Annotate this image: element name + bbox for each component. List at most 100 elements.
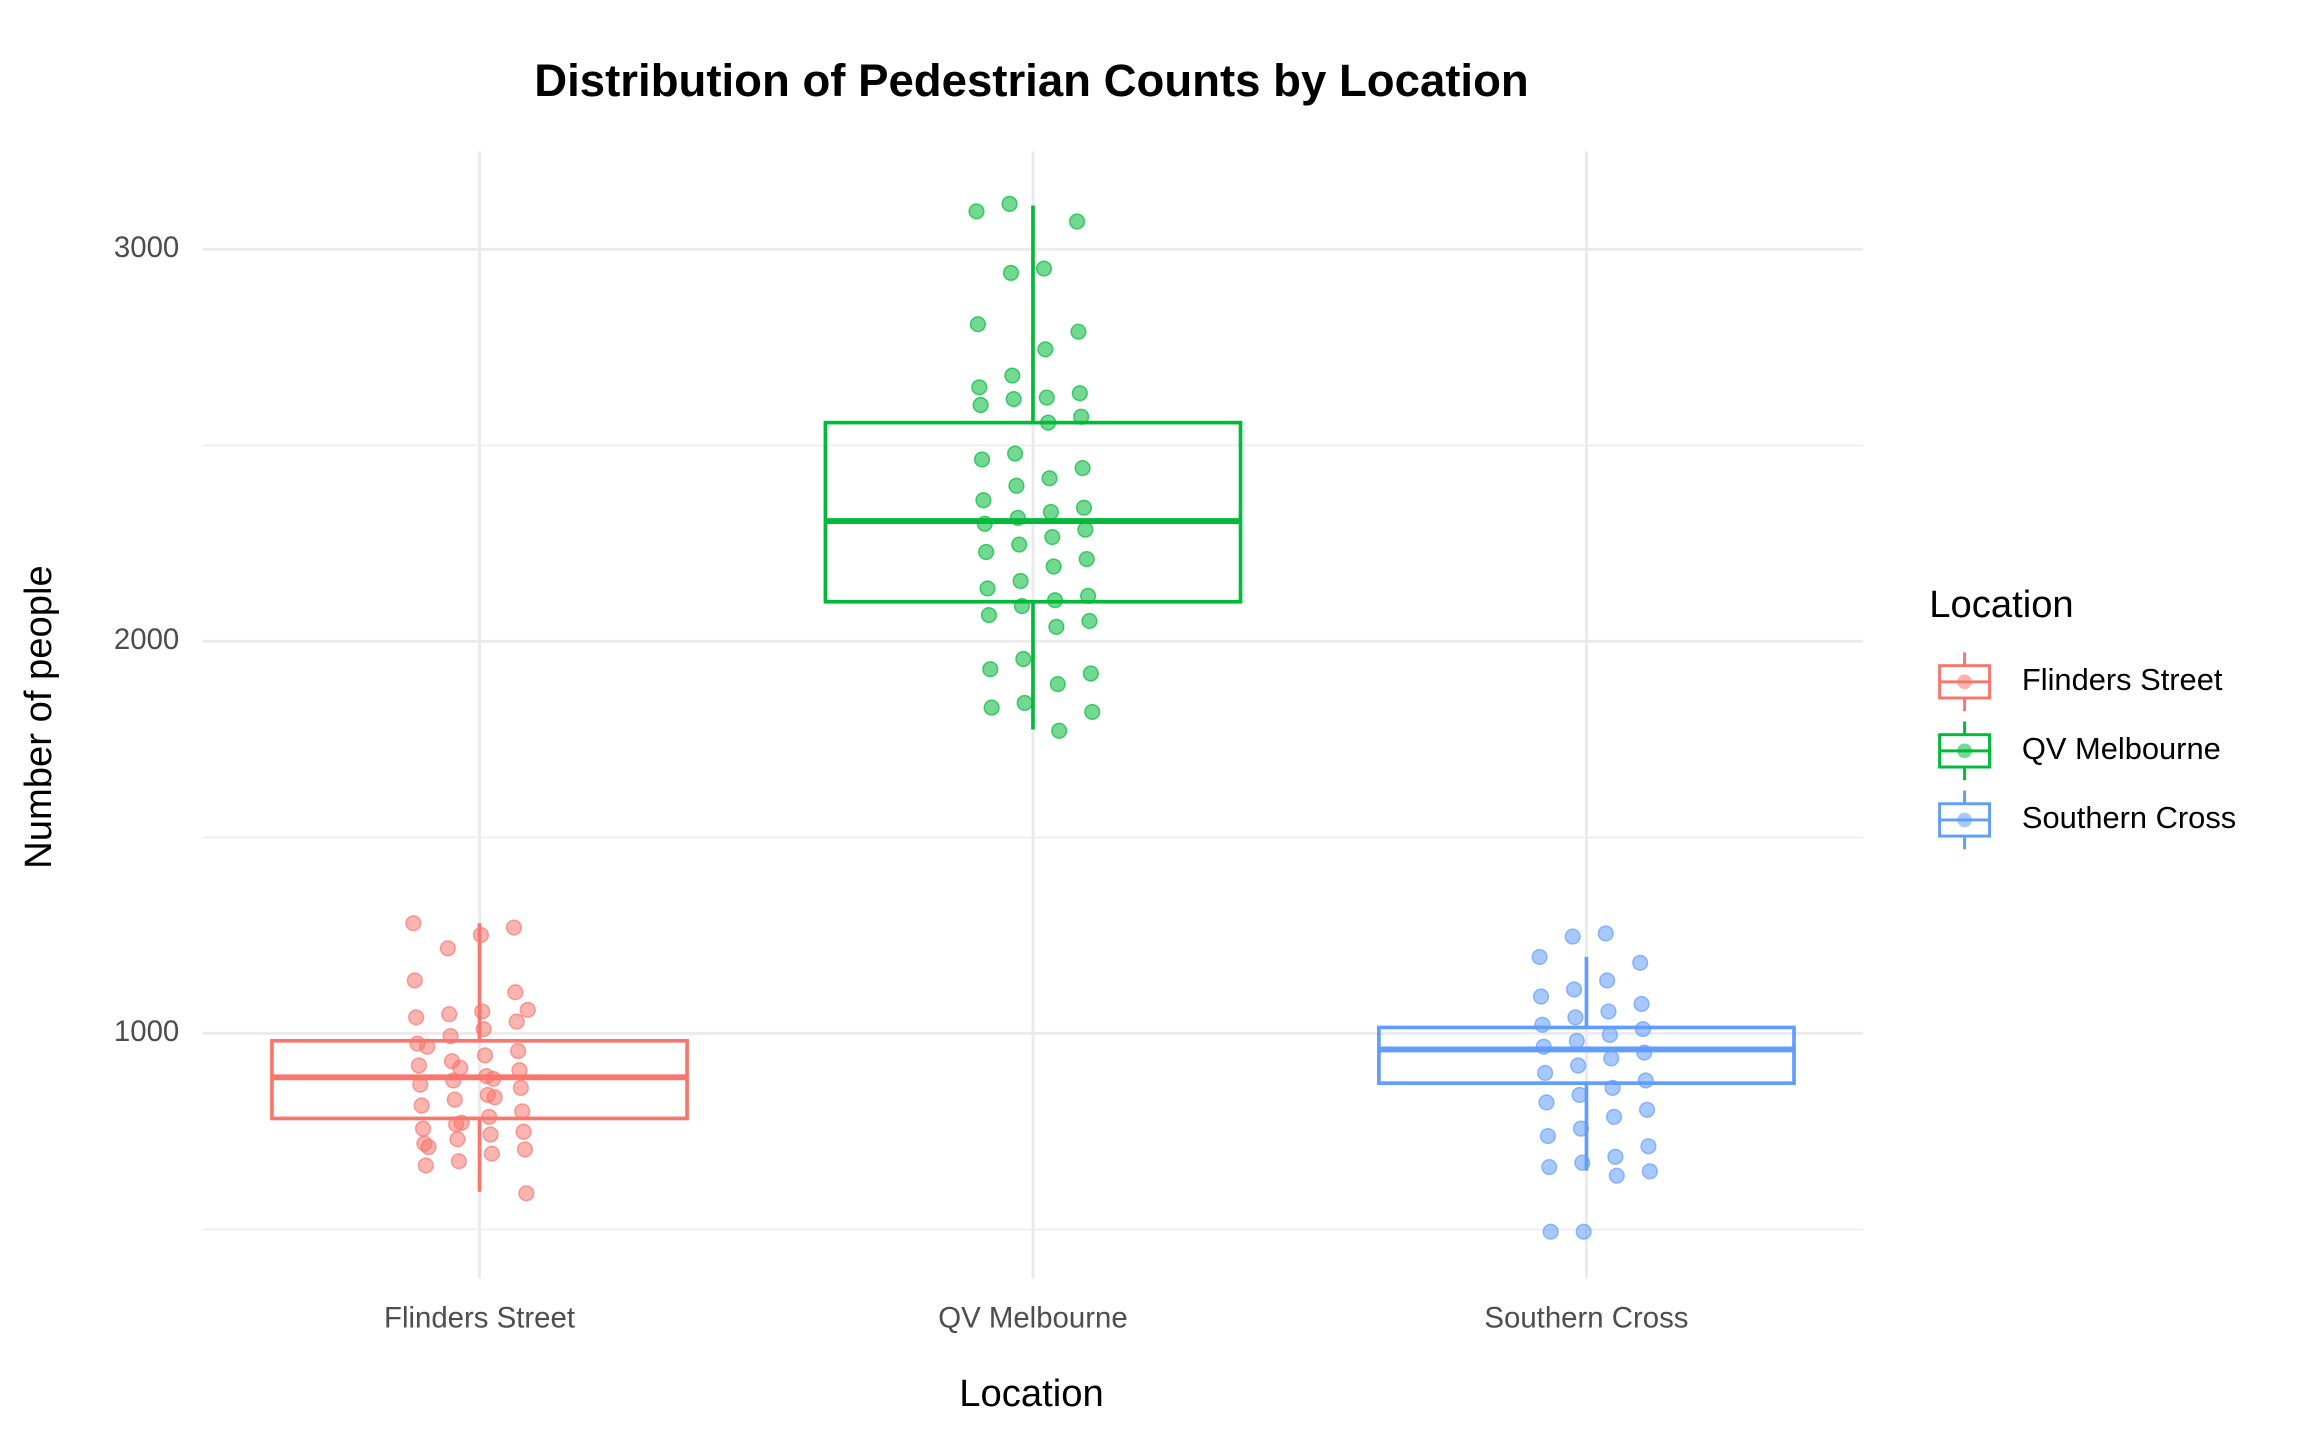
point [481,1108,498,1125]
point [1077,521,1094,538]
point [1012,572,1029,590]
box [823,420,1243,604]
point [1537,1064,1554,1082]
point [1048,618,1065,635]
point [453,1114,470,1131]
point [1001,195,1018,212]
point [1638,1101,1656,1118]
point [410,1057,427,1074]
point [1002,264,1020,281]
point [485,1070,502,1087]
point [1542,1223,1559,1240]
y-tick-label: 2000 [114,623,179,656]
point [1038,389,1055,406]
point [420,1138,437,1156]
point [969,316,986,333]
point [1070,323,1087,340]
point [518,1185,535,1202]
point [1049,676,1066,693]
point [413,1097,430,1114]
point [1600,1003,1617,1020]
point [1632,954,1649,971]
point [515,1123,532,1140]
point [1013,597,1031,615]
point [1572,1120,1590,1137]
point [978,543,995,561]
point [510,1042,527,1060]
point [1046,592,1064,609]
point [1084,703,1101,720]
point [1539,1127,1556,1145]
point [1011,536,1028,553]
point [1532,988,1550,1005]
point [417,1157,434,1174]
y-axis-title: Number of people [17,565,60,869]
point [1599,972,1616,989]
point [1535,1038,1552,1055]
point [1004,367,1021,384]
point [512,1079,529,1096]
point [1534,1016,1551,1033]
point [980,607,997,624]
point [1607,1148,1624,1165]
y-tick-label: 1000 [114,1015,179,1048]
legend-key-point [1957,812,1972,828]
point [1045,558,1062,575]
point [971,379,988,396]
point [414,1120,432,1137]
point [1042,503,1059,521]
point [972,396,989,414]
point [1068,213,1086,230]
point [1541,1158,1558,1176]
point [968,203,985,220]
point [486,1089,503,1106]
point [412,1076,429,1093]
point [1641,1163,1658,1180]
point [1080,587,1097,604]
point [519,1001,536,1018]
y-tick-label: 3000 [114,231,179,264]
point [1633,995,1650,1013]
legend-key-point [1957,674,1972,690]
point [452,1059,469,1076]
point [482,1126,499,1143]
point [1571,1086,1588,1103]
point [1074,460,1091,477]
point [442,1028,459,1045]
point [419,1038,436,1055]
point [475,1020,492,1038]
point [1078,550,1095,568]
point [508,1013,525,1030]
box [1377,1025,1796,1085]
point [1605,1108,1623,1125]
point [982,661,999,678]
point [1073,408,1090,425]
point [1051,722,1068,739]
point [1081,612,1098,630]
point [449,1131,466,1148]
legend-key-point [1957,743,1972,759]
chart-title: Distribution of Pedestrian Counts by Loc… [534,55,1528,106]
point [1006,445,1024,462]
point [1634,1020,1652,1038]
point [441,1006,458,1023]
point [1565,981,1583,998]
point [1035,260,1053,277]
point [979,580,996,597]
point [1604,1079,1621,1096]
legend-label: QV Melbourne [2022,731,2221,766]
point [1603,1050,1620,1067]
point [1564,928,1581,945]
point [1568,1032,1585,1049]
legend-label: Flinders Street [2022,662,2223,697]
point [1608,1167,1625,1184]
point [1636,1044,1653,1061]
x-axis-title: Location [959,1372,1103,1415]
point [1005,391,1022,408]
point [975,492,992,509]
point [474,1003,491,1020]
point [1597,925,1614,942]
point [408,1009,425,1026]
point [483,1145,500,1162]
point [1044,529,1061,546]
